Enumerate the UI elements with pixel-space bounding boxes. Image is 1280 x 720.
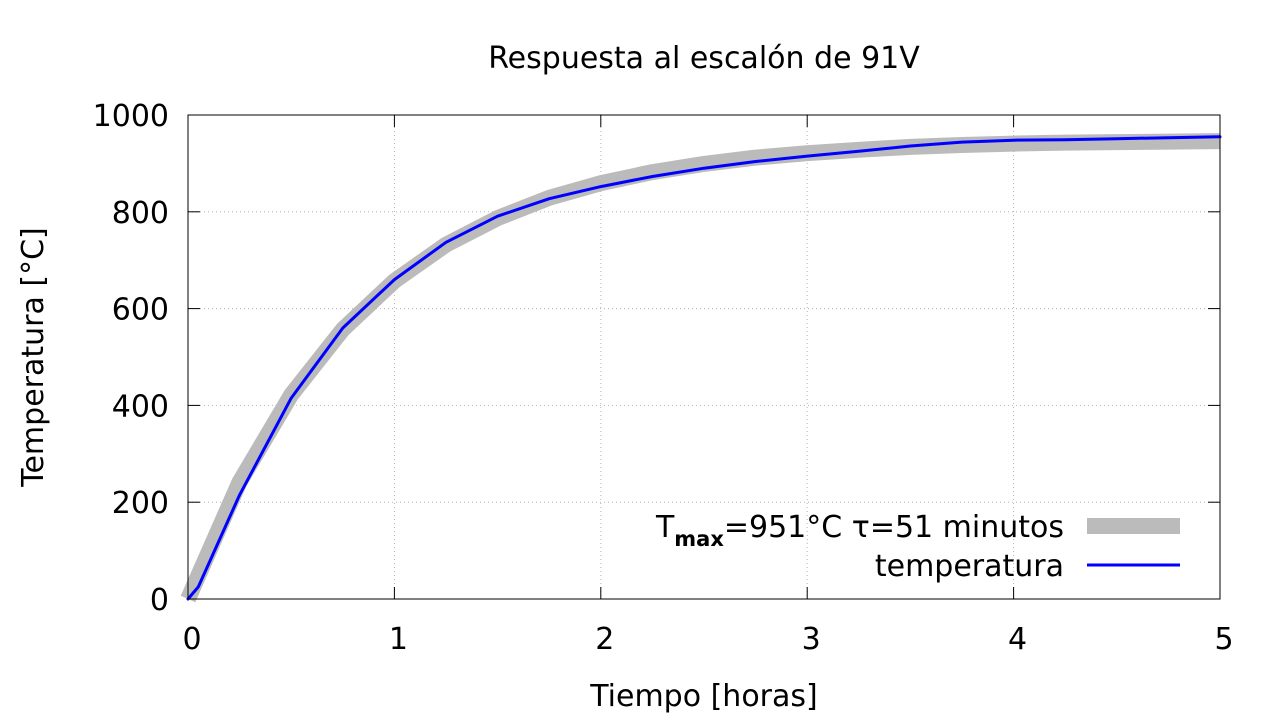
x-tick-label: 4 [1008, 622, 1027, 657]
legend-label: temperatura [875, 549, 1064, 584]
y-tick-label: 200 [112, 486, 169, 521]
legend-label: Tmax=951°C τ=51 minutos [655, 510, 1064, 551]
y-tick-label: 600 [112, 293, 169, 328]
x-tick-label: 1 [389, 622, 408, 657]
y-tick-label: 400 [112, 389, 169, 424]
y-tick-label: 0 [150, 583, 169, 618]
plot-area [180, 133, 1222, 603]
plot-frame [187, 114, 1221, 600]
temperature-series-line [186, 135, 1222, 601]
x-tick-label: 5 [1214, 622, 1233, 657]
grid [188, 115, 1220, 599]
y-axis-label: Temperatura [°C] [16, 227, 51, 488]
x-tick-label: 0 [182, 622, 201, 657]
y-tick-label: 1000 [93, 99, 169, 134]
x-tick-label: 2 [595, 622, 614, 657]
axis-ticks: 0 1 2 3 4 5 0 200 400 600 800 1000 [93, 99, 1234, 657]
x-tick-label: 3 [802, 622, 821, 657]
x-axis-label: Tiempo [horas] [589, 679, 817, 714]
y-tick-label: 800 [112, 196, 169, 231]
chart-title: Respuesta al escalón de 91V [488, 41, 920, 76]
